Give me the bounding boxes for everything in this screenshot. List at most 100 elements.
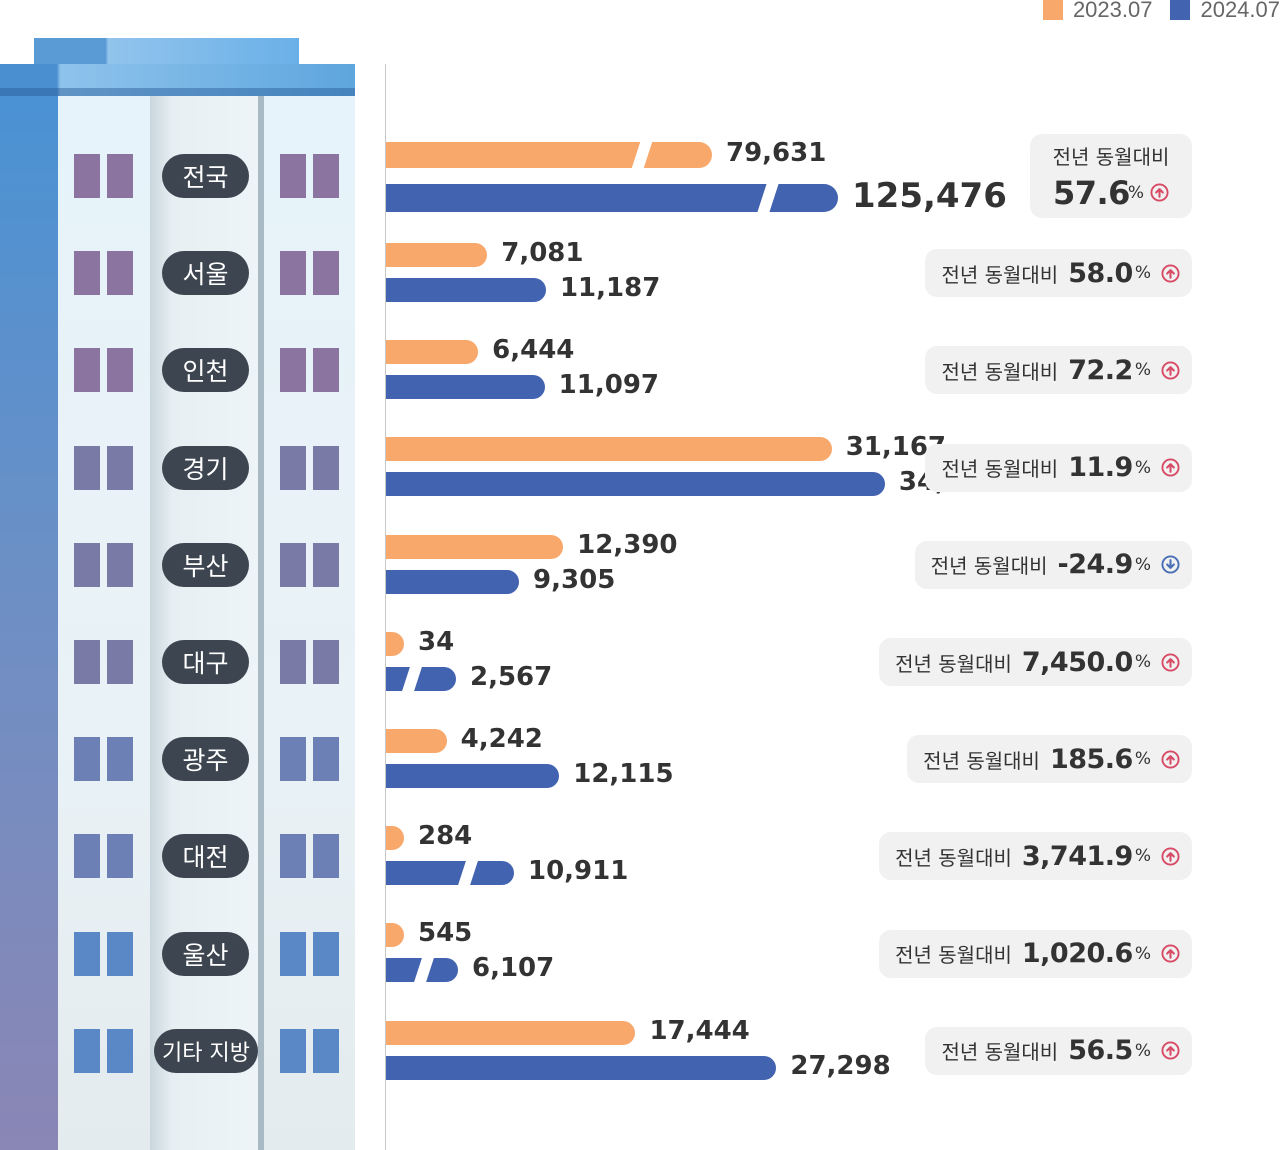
bar-2023 bbox=[386, 826, 404, 851]
building-window bbox=[313, 737, 339, 782]
legend-item-2024: 2024.07 bbox=[1170, 0, 1280, 23]
data-label-2023: 6,444 bbox=[492, 335, 575, 366]
building-window bbox=[74, 737, 100, 782]
building-window bbox=[107, 251, 133, 296]
building-window bbox=[74, 542, 100, 587]
yoy-value: 3,741.9 bbox=[1021, 840, 1133, 872]
category-label: 전국 bbox=[162, 154, 249, 198]
building-window bbox=[313, 1028, 339, 1073]
building-window bbox=[74, 834, 100, 879]
data-label-2024: 2,567 bbox=[470, 661, 553, 692]
yoy-badge: 전년 동월대비 72.2% bbox=[925, 346, 1192, 395]
building-roof-top bbox=[34, 38, 299, 64]
legend-label-2024: 2024.07 bbox=[1200, 0, 1280, 22]
building-roof bbox=[0, 64, 355, 96]
data-label-2024: 125,476 bbox=[852, 176, 1007, 216]
bar-2024 bbox=[386, 278, 546, 302]
yoy-unit: % bbox=[1127, 182, 1145, 203]
building-window bbox=[107, 834, 133, 879]
category-label: 기타 지방 bbox=[154, 1028, 258, 1073]
building-window bbox=[280, 737, 306, 782]
building-window bbox=[280, 348, 306, 393]
building-window bbox=[280, 251, 306, 296]
yoy-badge: 전년 동월대비 56.5% bbox=[925, 1026, 1192, 1075]
building-window bbox=[313, 542, 339, 587]
legend-swatch-2023 bbox=[1042, 0, 1063, 20]
building-window bbox=[280, 834, 306, 879]
data-label-2024: 10,911 bbox=[528, 856, 629, 887]
category-axis-line bbox=[385, 64, 386, 1150]
bar-2023 bbox=[386, 923, 404, 948]
building-window bbox=[107, 931, 133, 976]
building-window bbox=[107, 348, 133, 393]
building-window bbox=[107, 445, 133, 490]
arrow-up-circle-icon bbox=[1161, 1041, 1180, 1060]
yoy-unit: % bbox=[1134, 554, 1151, 575]
building-window bbox=[313, 931, 339, 976]
data-label-2024: 6,107 bbox=[472, 953, 555, 984]
yoy-badge: 전년 동월대비 1,020.6% bbox=[879, 929, 1192, 978]
data-label-2023: 4,242 bbox=[460, 724, 543, 754]
bar-2023 bbox=[386, 534, 564, 559]
building-window bbox=[313, 251, 339, 296]
yoy-label: 전년 동월대비 bbox=[941, 359, 1059, 384]
data-label-2024: 12,115 bbox=[573, 759, 674, 789]
arrow-up-circle-icon bbox=[1161, 264, 1180, 283]
building-window bbox=[107, 640, 133, 684]
yoy-unit: % bbox=[1134, 263, 1151, 284]
bar-2023 bbox=[386, 1020, 636, 1045]
building-window bbox=[107, 542, 133, 587]
yoy-label: 전년 동월대비 bbox=[895, 845, 1012, 870]
bar-2024 bbox=[386, 1055, 777, 1080]
building-window bbox=[313, 445, 339, 490]
arrow-up-circle-icon bbox=[1161, 847, 1180, 866]
yoy-value: 7,450.0 bbox=[1021, 646, 1133, 678]
yoy-badge: 전년 동월대비 7,450.0% bbox=[879, 638, 1192, 686]
yoy-value: 72.2 bbox=[1068, 354, 1133, 386]
data-label-2024: 9,305 bbox=[533, 564, 616, 595]
legend-item-2023: 2023.07 bbox=[1042, 0, 1152, 23]
arrow-up-circle-icon bbox=[1161, 652, 1180, 672]
data-label-2023: 7,081 bbox=[501, 238, 584, 268]
bar-2023 bbox=[386, 243, 488, 267]
bar-2024 bbox=[386, 472, 885, 497]
data-label-2023: 284 bbox=[418, 821, 473, 852]
category-label: 경기 bbox=[162, 445, 249, 490]
yoy-badge: 전년 동월대비 -24.9% bbox=[914, 540, 1192, 589]
yoy-unit: % bbox=[1134, 1040, 1151, 1061]
yoy-value: 1,020.6 bbox=[1021, 938, 1133, 970]
building-window bbox=[107, 1028, 133, 1073]
yoy-value: -24.9 bbox=[1057, 549, 1134, 581]
building-window bbox=[74, 1028, 100, 1073]
bar-2023 bbox=[386, 437, 832, 462]
yoy-label: 전년 동월대비 bbox=[941, 262, 1059, 287]
building-window bbox=[280, 542, 306, 587]
building-window bbox=[74, 640, 100, 684]
yoy-label: 전년 동월대비 bbox=[930, 554, 1048, 579]
yoy-unit: % bbox=[1134, 457, 1151, 478]
category-label: 대구 bbox=[162, 640, 249, 684]
building-window bbox=[313, 154, 339, 198]
legend-swatch-2024 bbox=[1170, 0, 1191, 20]
yoy-unit: % bbox=[1134, 652, 1151, 672]
arrow-up-circle-icon bbox=[1150, 183, 1169, 202]
bar-2023 bbox=[386, 142, 712, 168]
building-window bbox=[74, 445, 100, 490]
yoy-value-row: 57.6% bbox=[1053, 174, 1169, 212]
building-window bbox=[280, 154, 306, 198]
bar-2024 bbox=[386, 569, 520, 594]
building-window bbox=[280, 640, 306, 684]
building-window bbox=[74, 251, 100, 296]
building-window bbox=[74, 931, 100, 976]
bar-2024 bbox=[386, 861, 514, 886]
yoy-value: 11.9 bbox=[1068, 452, 1133, 484]
building-window bbox=[313, 834, 339, 879]
arrow-down-circle-icon bbox=[1161, 555, 1180, 574]
yoy-value: 185.6 bbox=[1049, 743, 1133, 775]
yoy-unit: % bbox=[1134, 749, 1151, 770]
bar-2023 bbox=[386, 631, 404, 656]
data-label-2023: 12,390 bbox=[577, 529, 678, 560]
yoy-value: 56.5 bbox=[1068, 1035, 1133, 1067]
data-label-2023: 17,444 bbox=[649, 1015, 750, 1046]
arrow-up-circle-icon bbox=[1161, 944, 1180, 963]
